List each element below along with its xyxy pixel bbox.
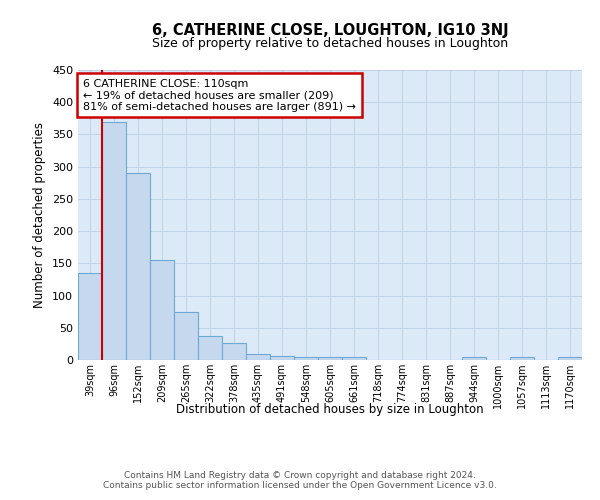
- Bar: [270, 356, 294, 360]
- Bar: [246, 354, 270, 360]
- Bar: [126, 173, 150, 360]
- Text: Distribution of detached houses by size in Loughton: Distribution of detached houses by size …: [176, 402, 484, 415]
- Bar: [174, 312, 198, 360]
- Bar: [294, 357, 318, 360]
- Bar: [198, 336, 222, 360]
- Text: 6 CATHERINE CLOSE: 110sqm
← 19% of detached houses are smaller (209)
81% of semi: 6 CATHERINE CLOSE: 110sqm ← 19% of detac…: [83, 78, 356, 112]
- Bar: [78, 273, 102, 360]
- Text: 6, CATHERINE CLOSE, LOUGHTON, IG10 3NJ: 6, CATHERINE CLOSE, LOUGHTON, IG10 3NJ: [152, 22, 508, 38]
- Text: Size of property relative to detached houses in Loughton: Size of property relative to detached ho…: [152, 38, 508, 51]
- Bar: [222, 343, 246, 360]
- Bar: [510, 358, 534, 360]
- Y-axis label: Number of detached properties: Number of detached properties: [34, 122, 46, 308]
- Bar: [318, 358, 342, 360]
- Text: Contains HM Land Registry data © Crown copyright and database right 2024.
Contai: Contains HM Land Registry data © Crown c…: [103, 470, 497, 490]
- Bar: [150, 260, 174, 360]
- Bar: [558, 358, 582, 360]
- Bar: [102, 122, 126, 360]
- Bar: [342, 358, 366, 360]
- Bar: [462, 358, 486, 360]
